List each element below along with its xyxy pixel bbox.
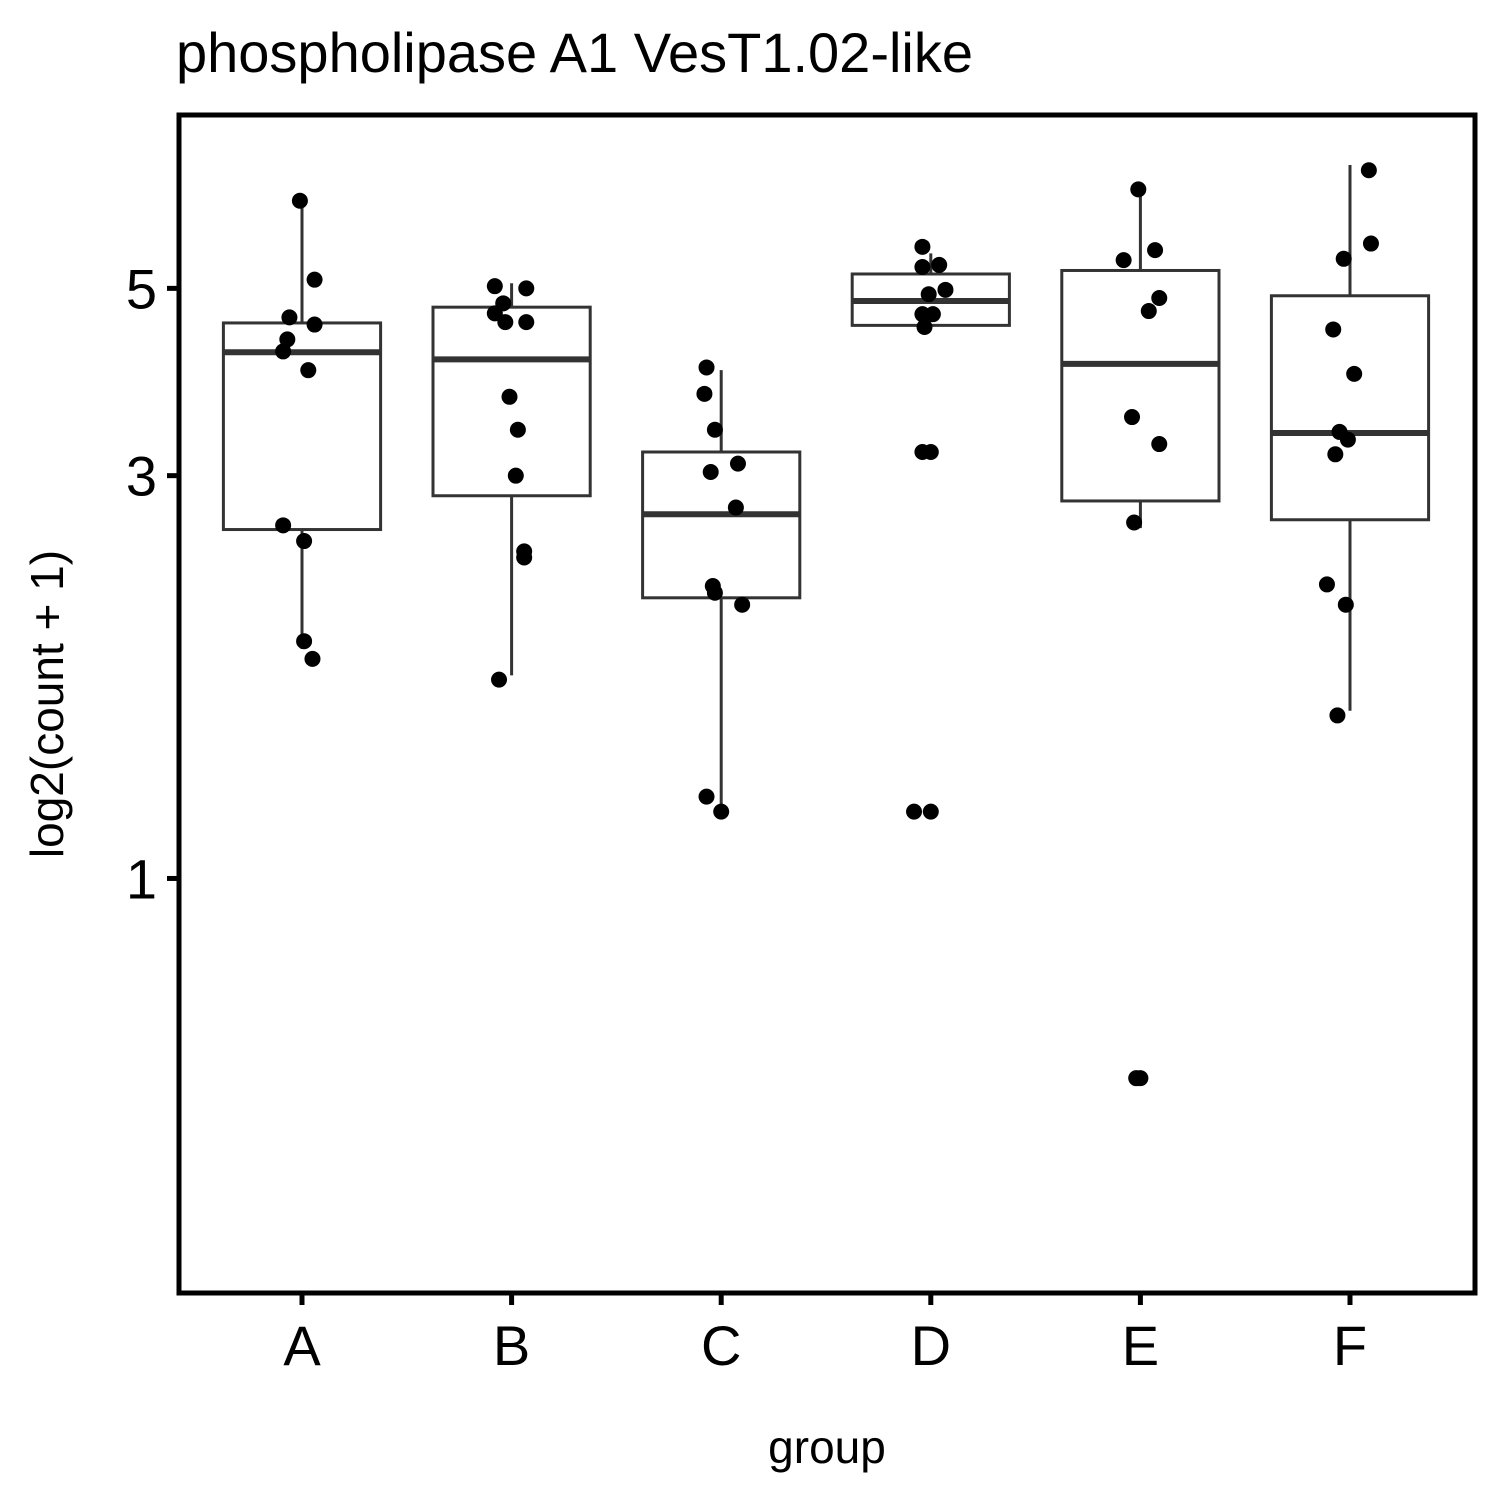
data-point xyxy=(518,314,535,331)
box-e xyxy=(1060,186,1221,529)
data-point xyxy=(698,788,715,805)
x-tick-label: A xyxy=(283,1314,321,1377)
data-point xyxy=(922,803,939,820)
data-point xyxy=(924,306,941,323)
data-point xyxy=(1124,409,1141,426)
x-tick-label: E xyxy=(1122,1314,1159,1377)
data-point xyxy=(706,421,723,438)
y-axis: 1 3 5 xyxy=(126,257,179,910)
data-point xyxy=(300,362,317,379)
data-point xyxy=(275,343,292,360)
data-point xyxy=(1147,242,1164,259)
data-point xyxy=(516,549,533,566)
data-point xyxy=(1327,446,1344,463)
data-point xyxy=(1346,365,1363,382)
data-point xyxy=(518,280,535,297)
data-point xyxy=(291,192,308,209)
box-iqr xyxy=(1060,268,1221,503)
data-point xyxy=(497,314,514,331)
data-point xyxy=(501,388,518,405)
x-tick-label: B xyxy=(493,1314,530,1377)
data-point xyxy=(931,256,948,273)
data-point xyxy=(306,316,323,333)
y-axis-title: log2(count + 1) xyxy=(21,550,73,858)
data-point xyxy=(275,517,292,534)
data-point xyxy=(491,671,508,688)
data-point xyxy=(713,803,730,820)
y-tick-label: 1 xyxy=(126,847,157,910)
box-iqr xyxy=(1269,294,1431,522)
data-point xyxy=(734,596,751,613)
data-point xyxy=(727,499,744,516)
data-point xyxy=(914,238,931,255)
data-point xyxy=(507,467,524,484)
box-iqr xyxy=(221,321,383,532)
box-iqr xyxy=(641,450,802,600)
data-point xyxy=(1115,252,1132,269)
data-point xyxy=(937,281,954,298)
data-point xyxy=(920,286,937,303)
panel-border xyxy=(176,112,1478,1296)
plot-area xyxy=(221,162,1431,1087)
x-tick-label: C xyxy=(701,1314,741,1377)
data-point xyxy=(1329,707,1346,724)
box-f xyxy=(1269,165,1431,711)
y-tick-label: 5 xyxy=(126,257,157,320)
data-point xyxy=(706,584,723,601)
data-point xyxy=(1126,514,1143,531)
data-point xyxy=(922,443,939,460)
data-point xyxy=(1318,576,1335,593)
data-point xyxy=(306,271,323,288)
y-tick-label: 3 xyxy=(126,445,157,508)
data-point xyxy=(698,359,715,376)
data-point xyxy=(696,385,713,402)
data-point xyxy=(486,278,503,295)
x-tick-label: F xyxy=(1333,1314,1367,1377)
data-point xyxy=(1140,303,1157,320)
box-c xyxy=(641,370,802,812)
box-a xyxy=(221,203,383,649)
data-point xyxy=(1325,321,1342,338)
data-point xyxy=(914,259,931,276)
data-point xyxy=(281,309,298,326)
data-point xyxy=(1360,162,1377,179)
data-point xyxy=(1362,235,1379,252)
data-point xyxy=(304,650,321,667)
box-b xyxy=(431,283,592,676)
data-point xyxy=(1151,436,1168,453)
x-tick-label: D xyxy=(911,1314,951,1377)
data-point xyxy=(1339,431,1356,448)
data-point xyxy=(729,455,746,472)
data-point xyxy=(1151,290,1168,307)
chart-title: phospholipase A1 VesT1.02-like xyxy=(176,21,973,84)
data-point xyxy=(509,421,526,438)
data-point xyxy=(296,533,313,550)
x-axis: A B C D E F xyxy=(283,1293,1367,1377)
data-point xyxy=(486,305,503,322)
data-point xyxy=(906,803,923,820)
data-point xyxy=(702,464,719,481)
data-point xyxy=(1132,1070,1149,1087)
data-point xyxy=(1130,181,1147,198)
data-point xyxy=(1337,596,1354,613)
x-axis-title: group xyxy=(768,1421,886,1473)
data-point xyxy=(1335,250,1352,267)
data-point xyxy=(916,318,933,335)
data-point xyxy=(296,633,313,650)
